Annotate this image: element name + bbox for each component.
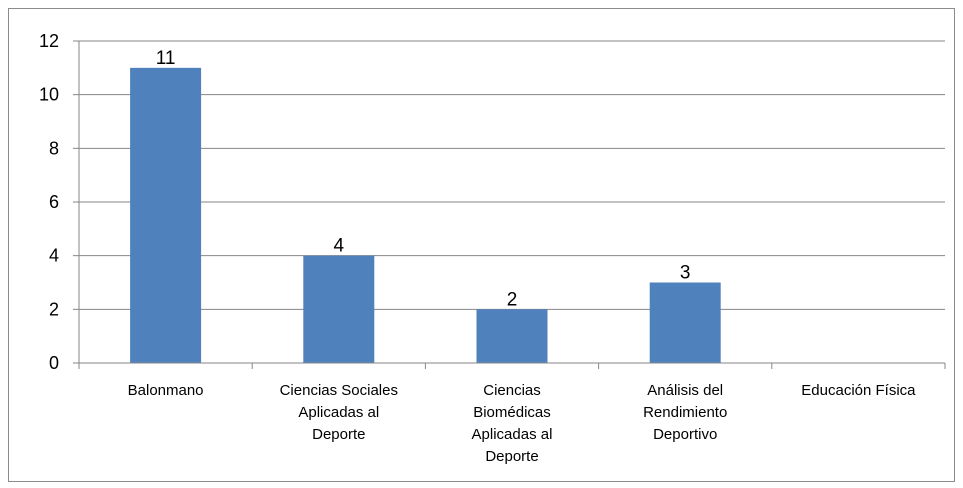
x-tick-label: Rendimiento [643, 404, 727, 421]
y-tick-label: 8 [49, 138, 59, 158]
x-tick-label: Balonmano [128, 382, 204, 399]
y-tick-label: 4 [49, 246, 59, 266]
bar [476, 309, 548, 363]
x-tick-label: Deporte [312, 426, 365, 443]
x-tick-label: Deporte [485, 448, 538, 465]
y-tick-label: 2 [49, 299, 59, 319]
x-tick-label: Aplicadas al [472, 426, 553, 443]
data-label: 11 [156, 48, 176, 69]
x-tick-label: Biomédicas [473, 404, 551, 421]
y-tick-label: 10 [39, 85, 59, 105]
x-tick-label: Educación Física [801, 382, 916, 399]
y-tick-label: 6 [49, 192, 59, 212]
x-tick-label: Ciencias Sociales [280, 382, 398, 399]
data-label: 3 [680, 263, 691, 284]
bar [303, 255, 375, 363]
x-tick-label: Análisis del [647, 382, 723, 399]
x-tick-label: Deportivo [653, 426, 717, 443]
y-tick-label: 0 [49, 353, 59, 373]
data-label: 4 [334, 236, 345, 257]
bar [130, 67, 202, 363]
x-tick-label: Ciencias [483, 382, 541, 399]
y-tick-label: 12 [39, 31, 59, 51]
data-label: 2 [507, 289, 518, 310]
x-tick-label: Aplicadas al [298, 404, 379, 421]
bar [649, 282, 721, 363]
